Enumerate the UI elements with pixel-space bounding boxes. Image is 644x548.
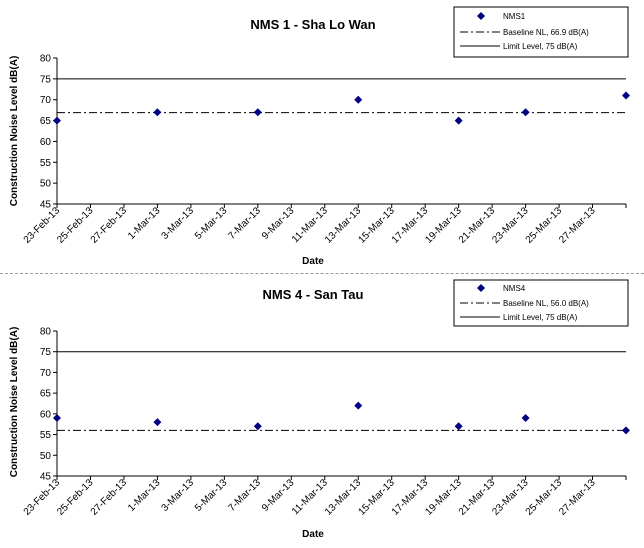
y-tick-label: 65: [40, 389, 52, 400]
y-tick-label: 70: [40, 95, 52, 106]
data-point: [521, 108, 530, 117]
legend-series-label: NMS4: [503, 284, 526, 293]
y-tick-label: 50: [40, 179, 52, 190]
x-tick-label: 27-Mar-13: [557, 477, 598, 518]
x-tick-label: 7-Mar-13: [226, 205, 263, 242]
x-axis-label: Date: [302, 529, 324, 540]
legend-series-label: NMS1: [503, 12, 526, 21]
x-tick-label: 1-Mar-13: [126, 477, 163, 514]
y-tick-label: 60: [40, 137, 52, 148]
chart-nms1: NMS 1 - Sha Lo Wan NMS1 Baseline NL, 66.…: [9, 6, 630, 267]
legend-diamond-icon: [477, 284, 485, 292]
y-axis-label: Construction Noise Level dB(A): [9, 327, 20, 478]
legend-diamond-icon: [477, 12, 485, 20]
x-tick-label: 3-Mar-13: [160, 477, 197, 514]
data-point: [354, 401, 363, 410]
data-point: [253, 422, 262, 431]
y-tick-label: 65: [40, 116, 52, 127]
chart-title: NMS 1 - Sha Lo Wan: [250, 17, 375, 32]
data-point: [521, 414, 530, 422]
y-tick-label: 80: [40, 327, 52, 338]
x-tick-label: 27-Mar-13: [557, 205, 598, 246]
chart-panel-nms4: NMS 4 - San Tau NMS4 Baseline NL, 56.0 d…: [0, 274, 644, 547]
y-tick-label: 45: [40, 200, 52, 211]
chart-title: NMS 4 - San Tau: [263, 287, 364, 302]
data-point: [153, 418, 162, 427]
y-tick-label: 60: [40, 409, 52, 420]
data-point: [153, 108, 162, 117]
y-tick-label: 70: [40, 368, 52, 379]
x-tick-label: 1-Mar-13: [126, 205, 163, 242]
data-point: [622, 91, 630, 100]
legend-limit-label: Limit Level, 75 dB(A): [503, 42, 578, 51]
data-point: [454, 422, 463, 431]
x-axis-label: Date: [302, 256, 324, 267]
y-tick-label: 50: [40, 451, 52, 462]
legend: NMS4 Baseline NL, 56.0 dB(A) Limit Level…: [453, 279, 629, 327]
y-tick-label: 80: [40, 54, 52, 65]
y-tick-label: 55: [40, 158, 52, 169]
legend-limit-label: Limit Level, 75 dB(A): [503, 313, 578, 322]
y-tick-label: 55: [40, 430, 52, 441]
y-tick-label: 75: [40, 347, 52, 358]
legend-baseline-label: Baseline NL, 66.9 dB(A): [503, 28, 589, 37]
legend-baseline-label: Baseline NL, 56.0 dB(A): [503, 299, 589, 308]
chart-panel-nms1: NMS 1 - Sha Lo Wan NMS1 Baseline NL, 66.…: [0, 6, 644, 274]
y-axis-label: Construction Noise Level dB(A): [9, 56, 20, 207]
data-point: [53, 116, 61, 125]
x-tick-label: 27-Feb-13: [89, 477, 130, 518]
data-point: [253, 108, 262, 117]
legend: NMS1 Baseline NL, 66.9 dB(A) Limit Level…: [453, 6, 629, 58]
chart-nms4: NMS 4 - San Tau NMS4 Baseline NL, 56.0 d…: [9, 279, 630, 540]
x-tick-label: 5-Mar-13: [193, 205, 230, 242]
x-tick-label: 27-Feb-13: [89, 205, 130, 246]
data-point: [354, 95, 363, 104]
data-point: [53, 414, 61, 422]
y-tick-label: 45: [40, 472, 52, 483]
x-tick-label: 3-Mar-13: [160, 205, 197, 242]
data-point: [454, 116, 463, 125]
data-point: [622, 426, 630, 435]
x-tick-label: 7-Mar-13: [226, 477, 263, 514]
y-tick-label: 75: [40, 74, 52, 85]
x-tick-label: 5-Mar-13: [193, 477, 230, 514]
